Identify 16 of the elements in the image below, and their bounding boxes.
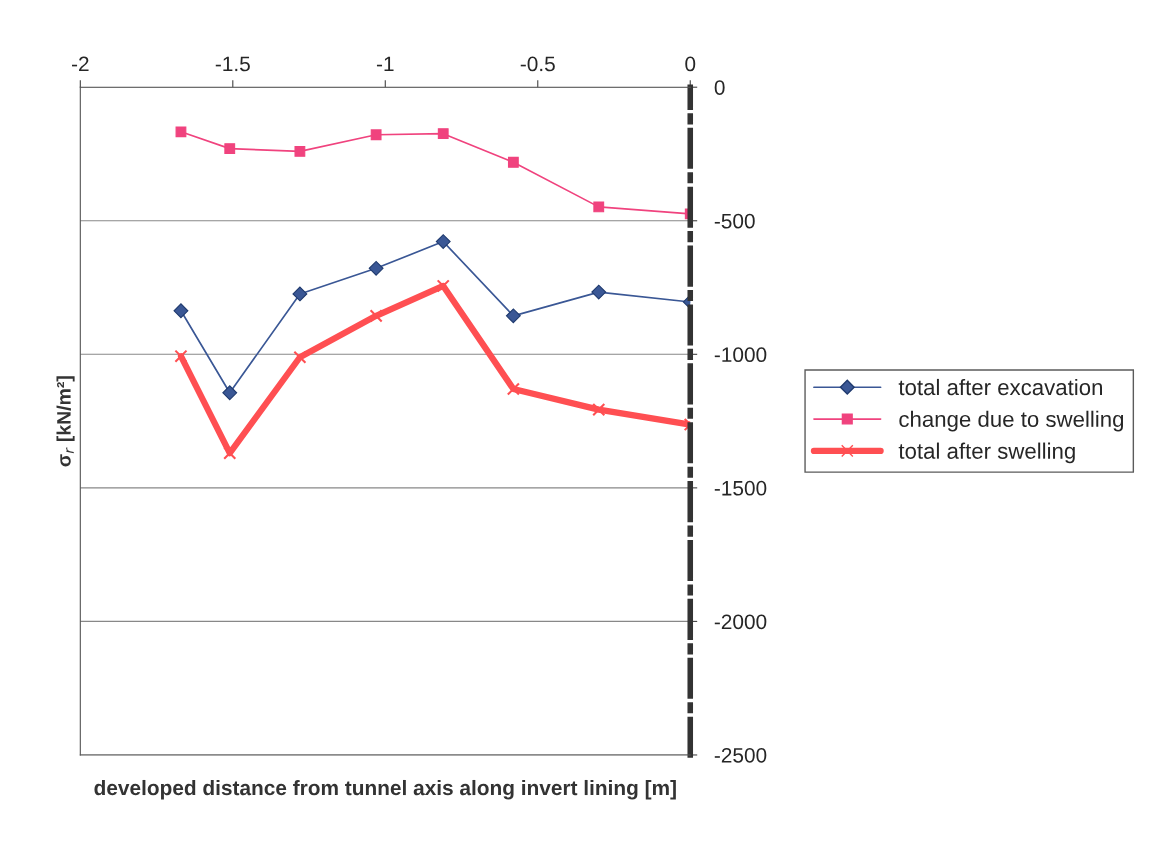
y-tick-label: -2000 <box>714 614 767 630</box>
y-tick-label: 0 <box>714 80 725 95</box>
legend-label: change due to swelling <box>899 410 1124 432</box>
x-axis-title: developed distance from tunnel axis along invert lining [m] <box>94 779 676 800</box>
y-axis-title: σ$_{r}$ [kN/m²] <box>56 376 75 467</box>
x-tick-label: 0 <box>685 56 696 72</box>
x-tick-label: -1.5 <box>215 56 250 72</box>
x-tick-label: -1 <box>376 56 394 72</box>
legend-label: total after excavation <box>898 378 1102 396</box>
y-tick-label: -1000 <box>714 347 767 363</box>
legend-label: total after swelling <box>898 442 1075 464</box>
y-tick-label: -1500 <box>714 480 767 496</box>
x-tick-label: -0.5 <box>520 56 555 72</box>
y-tick-label: -2500 <box>714 747 767 763</box>
x-tick-label: -2 <box>71 56 89 72</box>
y-tick-label: -500 <box>714 213 755 229</box>
